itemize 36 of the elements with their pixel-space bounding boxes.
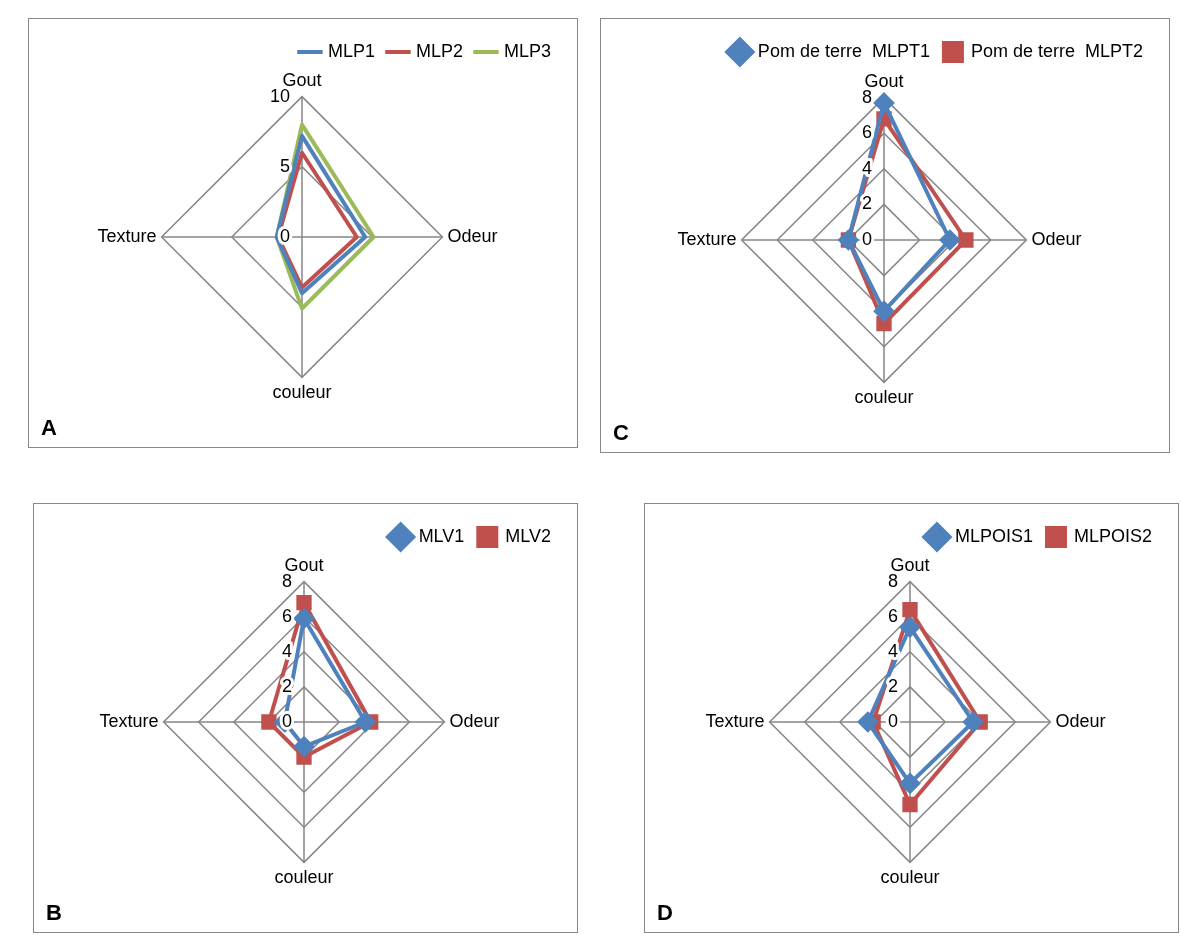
legend-label: MLP1 xyxy=(327,40,375,61)
y-tick-label: 2 xyxy=(887,675,898,696)
legend-label: MLV2 xyxy=(505,525,551,546)
legend-label: Pom de terre MLPT1 xyxy=(757,40,930,61)
spoke-label: couleur xyxy=(272,382,332,403)
spoke-label: couleur xyxy=(274,867,334,888)
y-tick-label: 5 xyxy=(279,155,290,176)
legend-label: MLP3 xyxy=(503,40,552,61)
spoke-label: Texture xyxy=(97,225,157,246)
text: C xyxy=(613,420,629,446)
legend-label: MLPOIS1 xyxy=(954,525,1033,546)
legend-label: Pom de terre MLPT2 xyxy=(970,40,1144,61)
y-tick-label: 6 xyxy=(281,605,292,626)
y-tick-label: 6 xyxy=(861,122,872,143)
legend-label: MLPOIS2 xyxy=(1073,525,1152,546)
legend-label: MLV1 xyxy=(418,525,465,546)
spoke-label: Odeur xyxy=(447,225,498,246)
spoke-label: Odeur xyxy=(1055,710,1106,731)
spoke-label: Texture xyxy=(99,710,159,731)
spoke-label: couleur xyxy=(854,387,914,408)
y-tick-label: 4 xyxy=(861,157,872,178)
y-tick-label: 0 xyxy=(281,710,292,731)
y-tick-label: 0 xyxy=(887,710,898,731)
y-tick-label: 0 xyxy=(279,225,290,246)
y-tick-label: 6 xyxy=(887,605,898,626)
spoke-label: Texture xyxy=(705,710,765,731)
spoke-label: Odeur xyxy=(449,710,500,731)
spoke-label: Texture xyxy=(677,228,737,249)
text: A xyxy=(41,415,57,441)
y-tick-label: 0 xyxy=(861,228,872,249)
text: B xyxy=(46,900,62,926)
y-tick-label: 2 xyxy=(861,193,872,214)
text: D xyxy=(657,900,673,926)
legend-label: MLP2 xyxy=(415,40,463,61)
spoke-label: Odeur xyxy=(1031,228,1082,249)
spoke-label: couleur xyxy=(880,867,940,888)
